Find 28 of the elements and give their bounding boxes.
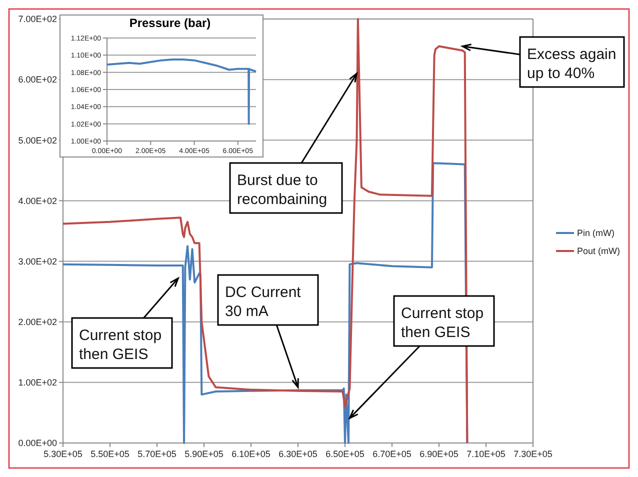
legend-label: Pout (mW) bbox=[577, 246, 620, 256]
legend-label: Pin (mW) bbox=[577, 228, 614, 238]
annotation: Burst due to recombaining bbox=[237, 172, 328, 208]
chart-title: Pressure (bar) bbox=[129, 16, 211, 30]
annotation: DC Current 30 mA bbox=[225, 284, 302, 320]
x-tick-label: 6.70E+05 bbox=[372, 449, 412, 459]
y-tick-label: 6.00E+02 bbox=[18, 74, 57, 85]
annotation: Excess again up to 40% bbox=[527, 46, 616, 82]
x-tick-label: 5.50E+05 bbox=[90, 449, 130, 459]
y-tick-label: 5.00E+02 bbox=[18, 135, 57, 146]
y-tick-label: 7.00E+02 bbox=[18, 14, 57, 24]
annotation: Current stop then GEIS bbox=[79, 327, 162, 363]
x-tick-label: 6.90E+05 bbox=[420, 449, 458, 459]
y-tick-label: 4.00E+02 bbox=[18, 196, 57, 206]
x-tick-label: 6.50E+05 bbox=[326, 449, 364, 459]
annotation: Current stop then GEIS bbox=[401, 305, 484, 341]
y-tick-label: 3.00E+02 bbox=[18, 256, 57, 266]
x-tick-label: 6.30E+05 bbox=[278, 449, 318, 459]
y-tick-label: 0.00E+00 bbox=[18, 438, 57, 448]
y-tick-label: 1.00E+02 bbox=[18, 378, 57, 388]
x-tick-label: 5.30E+05 bbox=[44, 449, 82, 459]
x-tick-label: 7.30E+05 bbox=[514, 449, 552, 459]
line-series bbox=[106, 58, 257, 125]
y-tick-label: 2.00E+02 bbox=[18, 317, 57, 328]
x-tick-label: 5.70E+05 bbox=[138, 449, 176, 459]
x-tick-label: 7.10E+05 bbox=[466, 449, 506, 459]
x-tick-label: 6.10E+05 bbox=[232, 449, 270, 459]
x-tick-label: 5.90E+05 bbox=[184, 449, 224, 459]
